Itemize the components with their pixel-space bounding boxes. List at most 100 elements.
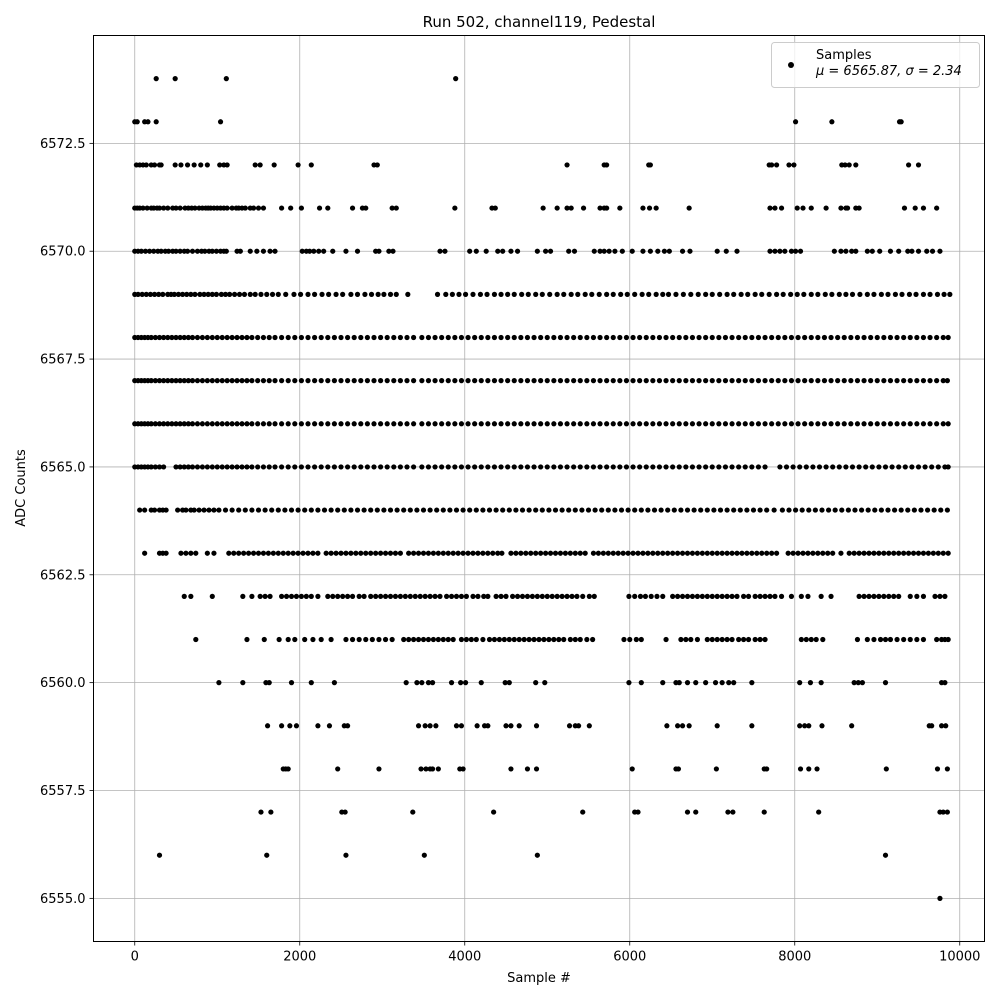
legend-box — [771, 42, 980, 88]
data-point — [401, 636, 407, 643]
data-point — [749, 378, 755, 384]
data-point — [481, 593, 487, 599]
data-point — [929, 723, 935, 729]
data-point — [255, 507, 262, 513]
data-point — [184, 162, 191, 168]
data-point — [736, 421, 742, 427]
data-point — [378, 464, 384, 470]
data-point — [661, 248, 668, 254]
data-point — [283, 593, 290, 599]
data-point — [338, 421, 344, 427]
data-point — [881, 421, 887, 427]
data-point — [209, 421, 215, 427]
data-point — [272, 248, 278, 254]
data-point — [596, 291, 602, 297]
data-point — [340, 291, 346, 297]
data-point — [794, 205, 800, 211]
data-point — [429, 766, 436, 772]
data-point — [726, 680, 732, 686]
data-point — [864, 248, 870, 254]
data-point — [531, 636, 537, 643]
data-point — [891, 507, 898, 513]
data-point — [376, 248, 382, 254]
data-point — [151, 248, 157, 254]
data-point — [384, 378, 390, 384]
data-point — [299, 248, 305, 254]
data-point — [759, 550, 765, 556]
data-point — [404, 464, 410, 470]
data-point — [369, 636, 375, 643]
data-point — [772, 248, 778, 254]
data-point — [915, 248, 922, 254]
data-point — [901, 378, 907, 384]
data-point — [280, 550, 286, 556]
data-point — [902, 464, 908, 470]
data-point — [547, 291, 553, 297]
data-point — [505, 421, 511, 427]
x-tick-label: 0 — [131, 950, 139, 965]
data-point — [839, 507, 845, 513]
data-point — [927, 421, 933, 427]
data-point — [736, 636, 742, 643]
data-point — [458, 378, 465, 384]
data-point — [876, 593, 882, 599]
data-point — [909, 464, 915, 470]
data-point — [688, 291, 694, 297]
data-point — [931, 507, 937, 513]
data-point — [465, 421, 471, 427]
data-point — [623, 464, 630, 470]
data-point — [887, 421, 894, 427]
data-point — [183, 550, 189, 556]
data-point — [194, 421, 201, 427]
data-point — [449, 291, 455, 297]
data-point — [264, 723, 271, 729]
data-point — [508, 723, 514, 729]
data-point — [782, 378, 788, 384]
data-point — [247, 291, 253, 297]
data-point — [244, 334, 250, 341]
data-point — [679, 723, 686, 729]
data-point — [279, 464, 285, 470]
data-point — [411, 334, 417, 341]
data-point — [920, 291, 927, 297]
data-point — [236, 291, 243, 297]
data-point — [686, 205, 692, 211]
data-point — [618, 291, 624, 297]
data-point — [769, 334, 775, 341]
data-point — [349, 636, 356, 643]
data-point — [387, 550, 394, 556]
data-point — [358, 334, 364, 341]
data-point — [404, 334, 410, 341]
data-point — [795, 334, 801, 341]
data-point — [285, 421, 291, 427]
data-point — [828, 334, 834, 341]
data-point — [920, 334, 927, 341]
data-point — [539, 291, 545, 297]
data-point — [310, 636, 316, 643]
data-point — [689, 593, 696, 599]
data-point — [755, 421, 762, 427]
data-point — [660, 291, 666, 297]
data-point — [828, 421, 834, 427]
data-point — [934, 636, 940, 643]
data-point — [572, 550, 578, 556]
data-point — [460, 550, 466, 556]
data-point — [788, 334, 795, 341]
data-point — [250, 550, 257, 556]
data-point — [806, 766, 812, 772]
data-point — [675, 593, 681, 599]
data-point — [604, 162, 610, 168]
data-point — [434, 291, 441, 297]
data-point — [318, 636, 324, 643]
data-point — [590, 636, 596, 643]
data-point — [177, 464, 183, 470]
data-point — [920, 550, 927, 556]
data-point — [703, 378, 709, 384]
data-point — [226, 550, 232, 556]
data-point — [169, 421, 175, 427]
data-point — [749, 723, 755, 729]
data-point — [252, 162, 258, 168]
data-point — [185, 334, 191, 341]
data-point — [689, 464, 696, 470]
